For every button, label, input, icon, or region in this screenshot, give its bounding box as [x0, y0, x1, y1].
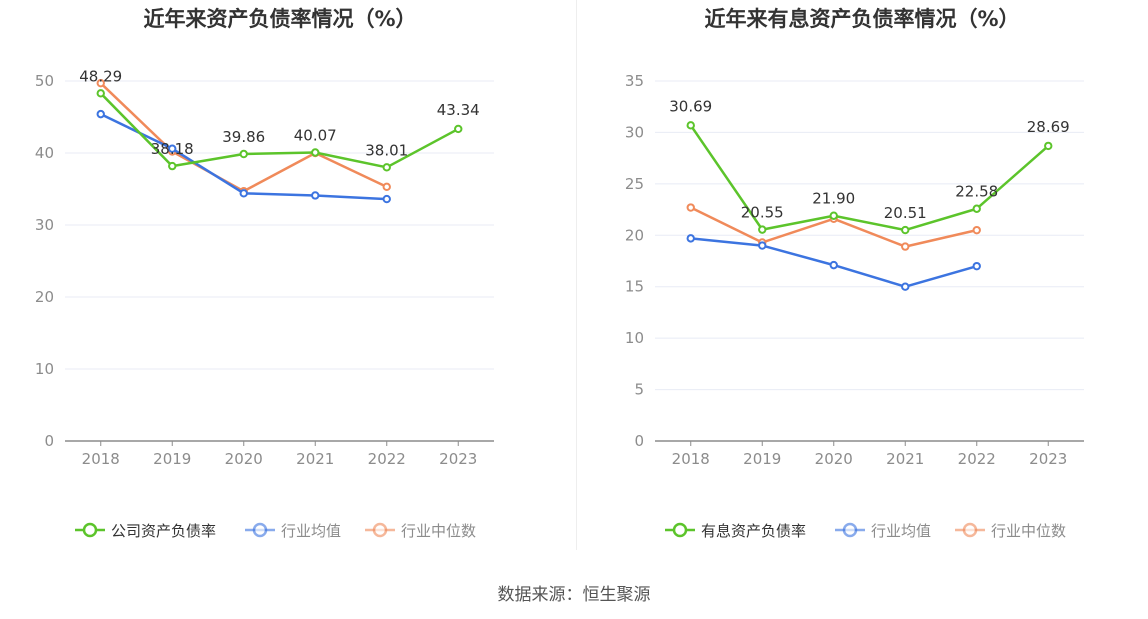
legend-item: 行业均值 — [835, 522, 931, 540]
legend-item: 行业中位数 — [365, 522, 476, 540]
legend-marker-icon — [962, 522, 978, 538]
legend-marker-icon — [252, 522, 268, 538]
data-point — [96, 89, 105, 98]
data-label: 40.07 — [294, 126, 337, 144]
data-point — [972, 204, 981, 213]
legend-label: 公司资产负债率 — [111, 522, 216, 540]
data-point — [758, 241, 767, 250]
y-tick-label: 0 — [44, 432, 54, 450]
series-line — [99, 92, 459, 169]
legend-label: 行业中位数 — [401, 522, 476, 540]
y-tick-label: 10 — [625, 329, 644, 347]
legend-item: 公司资产负债率 — [75, 522, 216, 540]
legend-marker-icon — [372, 522, 388, 538]
data-point — [686, 234, 695, 243]
x-tick-label: 2019 — [743, 450, 781, 468]
chart-title-left: 近年来资产负债率情况（%） — [143, 7, 417, 31]
data-point — [972, 225, 981, 235]
legend-label: 行业均值 — [281, 522, 341, 540]
data-point — [382, 163, 391, 172]
y-tick-label: 25 — [625, 175, 644, 193]
legend-label: 行业中位数 — [991, 522, 1066, 540]
x-tick-label: 2019 — [153, 450, 191, 468]
data-point — [382, 194, 391, 204]
x-tick-label: 2021 — [296, 450, 334, 468]
x-tick-label: 2022 — [368, 450, 406, 468]
legend-marker-icon — [672, 522, 688, 538]
chart-left-svg: 0 10 20 30 40 50 2018 2019 2020 2021 2022 2023 48.29… — [35, 67, 494, 540]
data-point — [901, 282, 910, 291]
series-line — [689, 124, 1050, 232]
data-point — [758, 225, 767, 234]
y-tick-label: 40 — [35, 144, 54, 162]
y-tick-label: 15 — [625, 278, 644, 296]
legend-label: 有息资产负债率 — [701, 522, 806, 540]
y-tick-label: 0 — [634, 432, 644, 450]
data-label: 30.69 — [669, 97, 712, 115]
legend-label: 行业均值 — [871, 522, 931, 540]
data-point — [239, 149, 248, 159]
y-tick-label: 50 — [35, 72, 54, 90]
data-point — [96, 109, 105, 119]
chart-right-svg: 0 5 10 15 20 25 30 35 2018 2019 2020 2021 2022 2023 30… — [625, 72, 1084, 540]
data-point — [96, 78, 105, 88]
y-tick-label: 30 — [625, 123, 644, 141]
data-point — [829, 260, 838, 270]
x-tick-label: 2023 — [439, 450, 477, 468]
data-label: 43.34 — [437, 101, 480, 119]
x-tick-label: 2023 — [1029, 450, 1067, 468]
y-tick-label: 30 — [35, 216, 54, 234]
y-tick-label: 35 — [625, 72, 644, 90]
data-label: 39.86 — [222, 128, 265, 146]
data-label: 28.69 — [1027, 118, 1070, 136]
y-tick-label: 20 — [625, 226, 644, 244]
chart-title-right: 近年来有息资产负债率情况（%） — [704, 7, 1020, 31]
x-tick-label: 2018 — [672, 450, 710, 468]
x-tick-label: 2021 — [886, 450, 924, 468]
data-point — [1044, 141, 1053, 151]
data-point — [311, 148, 320, 157]
data-label: 20.55 — [741, 204, 784, 222]
data-point — [454, 124, 463, 134]
data-label: 20.51 — [884, 204, 927, 222]
data-point — [168, 144, 177, 153]
data-label: 38.18 — [151, 140, 194, 158]
y-tick-label: 5 — [634, 381, 644, 399]
legend-item: 行业中位数 — [955, 522, 1066, 540]
data-point — [901, 225, 910, 235]
data-point — [972, 261, 981, 271]
data-label: 48.29 — [79, 67, 122, 85]
x-tick-label: 2018 — [82, 450, 120, 468]
data-point — [168, 161, 177, 171]
data-point — [829, 211, 838, 220]
legend-item: 有息资产负债率 — [665, 522, 806, 540]
x-tick-label: 2020 — [815, 450, 853, 468]
data-point — [239, 189, 248, 198]
x-tick-label: 2020 — [225, 450, 263, 468]
legend-marker-icon — [82, 522, 98, 538]
data-point — [311, 191, 320, 200]
data-source: 数据来源：恒生聚源 — [497, 585, 651, 605]
legend-marker-icon — [842, 522, 858, 538]
legend-item: 行业均值 — [245, 522, 341, 540]
data-label: 22.58 — [955, 183, 998, 201]
data-label: 21.90 — [812, 190, 855, 208]
chart-divider — [576, 0, 577, 550]
y-tick-label: 20 — [35, 288, 54, 306]
x-tick-label: 2022 — [958, 450, 996, 468]
data-point — [686, 121, 695, 130]
data-label: 38.01 — [365, 141, 408, 159]
y-tick-label: 10 — [35, 360, 54, 378]
data-point — [686, 203, 695, 212]
data-point — [382, 182, 391, 192]
data-point — [901, 242, 910, 251]
